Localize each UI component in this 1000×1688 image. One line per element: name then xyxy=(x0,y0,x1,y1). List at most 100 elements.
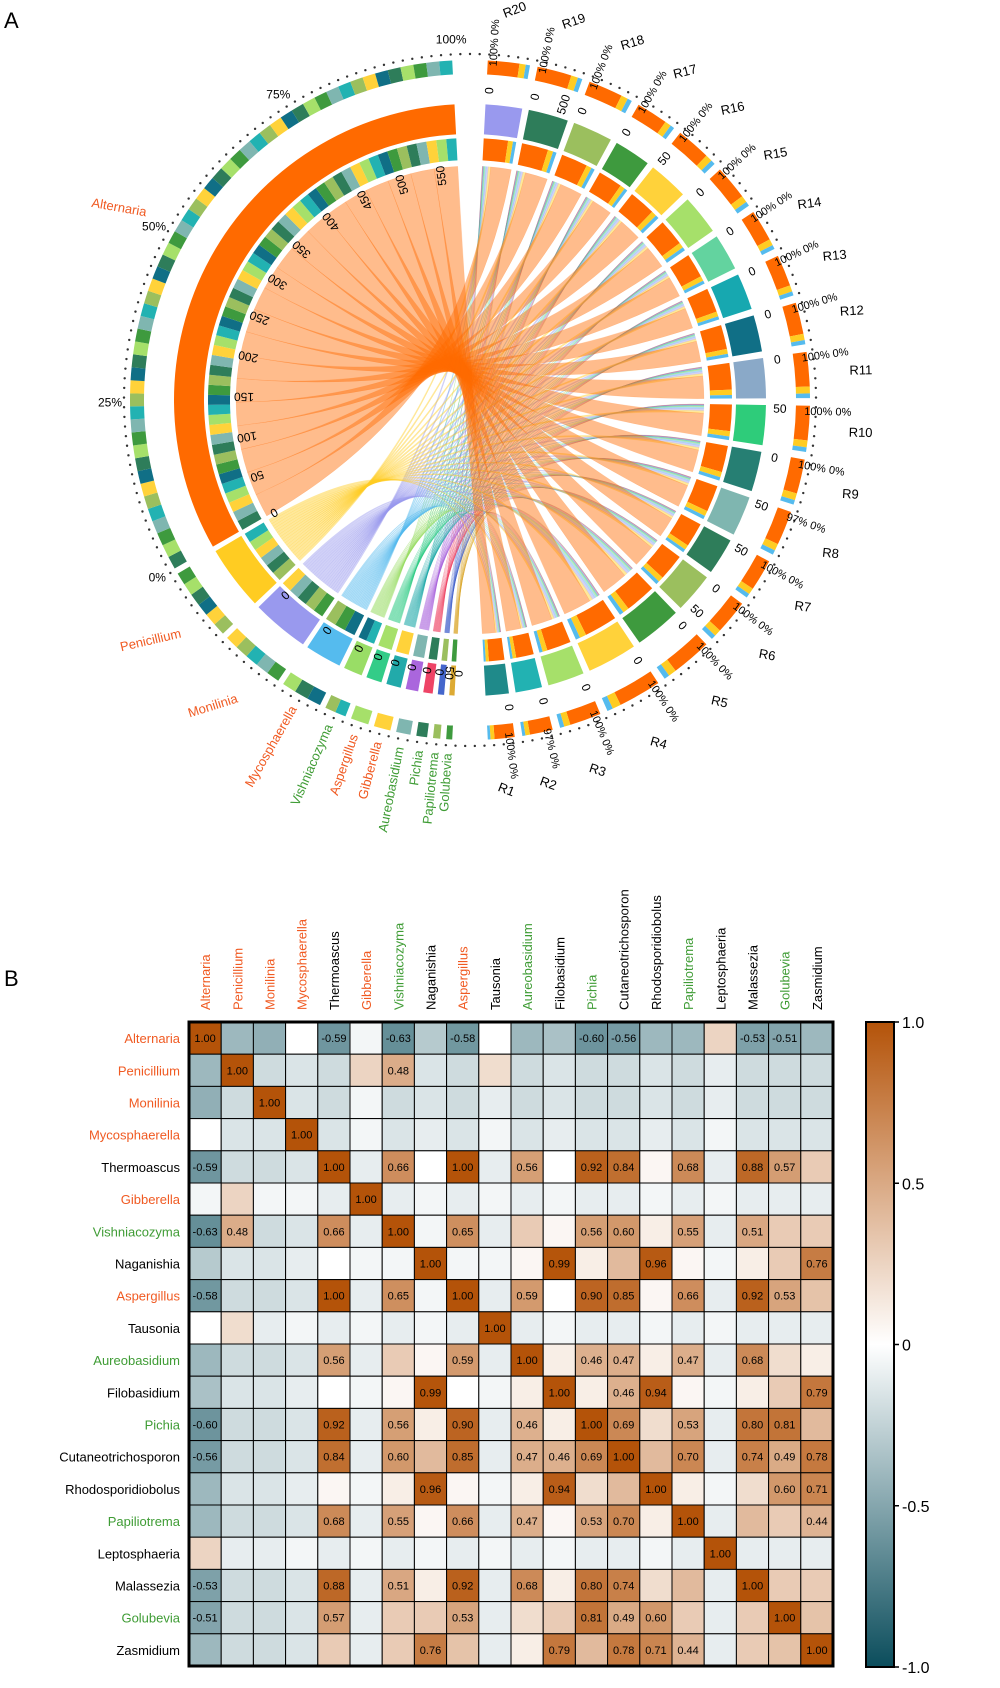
ring-dot xyxy=(146,273,149,277)
sample-arc xyxy=(686,526,731,572)
heatmap-cell xyxy=(220,1182,254,1216)
heatmap-cell xyxy=(542,1214,576,1248)
ring-dot xyxy=(406,739,409,742)
panel-label-a: A xyxy=(4,8,19,33)
heatmap-cell xyxy=(703,1472,737,1506)
heatmap-border xyxy=(187,1020,835,1668)
sample-pct-band xyxy=(793,405,810,441)
sample-tick-label: 0 xyxy=(763,307,774,322)
ring-dot xyxy=(807,329,811,332)
ring-dot xyxy=(171,221,174,225)
heatmap-cell xyxy=(607,1633,641,1667)
heatmap-cell xyxy=(607,1214,641,1248)
heatmap-cell xyxy=(349,1118,383,1152)
ring-dot xyxy=(439,54,443,57)
sample-tick-label: 0 xyxy=(630,654,646,667)
heatmap-cell-value: 0.68 xyxy=(516,1581,537,1593)
heatmap-cell-value: 1.00 xyxy=(581,1420,602,1432)
heatmap-cell xyxy=(381,1150,415,1184)
chord-ribbon xyxy=(315,436,700,579)
ring-dot xyxy=(123,377,126,380)
heatmap-cell xyxy=(252,1601,287,1635)
heatmap-cell xyxy=(220,1601,254,1635)
heatmap-cell-value: -0.59 xyxy=(193,1162,218,1174)
sample-pct-band xyxy=(493,723,515,740)
heatmap-cell-value: 0.56 xyxy=(388,1420,409,1432)
heatmap-cell xyxy=(413,1118,448,1152)
heatmap-cell xyxy=(510,1021,544,1055)
ring-dot xyxy=(545,61,548,64)
genus-name-label: Aspergillus xyxy=(326,732,361,797)
ring-dot xyxy=(131,319,135,323)
ring-dot xyxy=(805,319,809,323)
chord-ribbon xyxy=(387,173,553,626)
heatmap-cell xyxy=(510,1246,544,1281)
genus-sample-band xyxy=(244,522,269,543)
ring-dot xyxy=(758,588,761,591)
heatmap-cell-value: 1.00 xyxy=(355,1194,376,1206)
ring-dot xyxy=(796,510,799,513)
genus-sample-band xyxy=(278,214,301,237)
ring-dot xyxy=(382,63,386,67)
heatmap-cell-value: 1.00 xyxy=(227,1065,248,1077)
heatmap-cell xyxy=(735,1311,770,1345)
ring-dot xyxy=(635,95,638,98)
sample-name-label: R5 xyxy=(710,692,730,710)
heatmap-cell xyxy=(800,1440,834,1474)
chord-ribbon xyxy=(274,473,628,576)
ring-dot xyxy=(122,406,126,409)
sample-genus-band xyxy=(607,185,625,207)
chord-ribbon xyxy=(381,197,589,618)
sample-genus-band xyxy=(610,591,629,613)
genus-sample-band xyxy=(313,592,335,617)
ring-dot xyxy=(698,140,701,143)
ring-dot xyxy=(729,626,732,630)
heatmap-cell xyxy=(317,1246,351,1281)
sample-pct-band xyxy=(780,496,795,505)
chord-ribbon xyxy=(377,334,696,616)
sample-name-label: R8 xyxy=(822,545,840,562)
ring-dot xyxy=(741,611,744,615)
sample-tick-label: 0 xyxy=(502,703,517,712)
sample-tick-label: 50 xyxy=(687,601,707,621)
genus-sample-band xyxy=(378,624,399,650)
ring-dot xyxy=(793,519,796,522)
sample-pct-label: 100% 0% xyxy=(694,640,736,682)
sample-pct-label: 100% 0% xyxy=(716,141,759,182)
sample-name-label: R2 xyxy=(538,773,559,793)
outer-dotted-ring xyxy=(122,52,818,748)
heatmap-cell-value: 0.47 xyxy=(516,1452,537,1464)
chord-ribbon xyxy=(426,196,588,631)
ring-dot xyxy=(789,528,793,531)
heatmap-cell xyxy=(542,1536,576,1570)
heatmap-cell xyxy=(574,1085,609,1120)
sample-pct-band xyxy=(487,60,520,78)
ring-dot xyxy=(224,153,228,156)
ring-dot xyxy=(273,684,276,687)
genus-pct-band xyxy=(335,699,351,717)
genus-sample-band xyxy=(441,638,449,661)
chord-ribbon xyxy=(455,403,705,634)
heatmap-cell xyxy=(639,1311,673,1345)
chord-ribbon xyxy=(347,483,656,601)
genus-pct-band xyxy=(140,303,158,320)
chord-ribbon xyxy=(374,473,676,615)
heatmap-cell xyxy=(252,1279,287,1313)
ring-dot xyxy=(138,501,141,504)
sample-pct-band xyxy=(527,716,553,735)
heatmap-cell-value: 0.60 xyxy=(774,1484,795,1496)
chord-ribbon xyxy=(406,474,676,626)
heatmap-col-label: Golubevia xyxy=(778,951,793,1010)
chord-ribbon xyxy=(448,196,587,634)
heatmap-cell-value: 0.88 xyxy=(323,1581,344,1593)
chord-ribbon xyxy=(291,230,689,507)
heatmap-cell xyxy=(317,1472,351,1506)
sample-pct-label: 100% 0% xyxy=(645,679,681,725)
ring-dot xyxy=(799,501,802,504)
genus-pct-band xyxy=(350,77,368,95)
sample-name-label: R10 xyxy=(849,425,873,441)
ring-dot xyxy=(676,121,679,125)
chord-ribbon xyxy=(403,514,501,633)
chord-ribbons xyxy=(235,166,705,634)
ring-dot xyxy=(141,510,144,513)
